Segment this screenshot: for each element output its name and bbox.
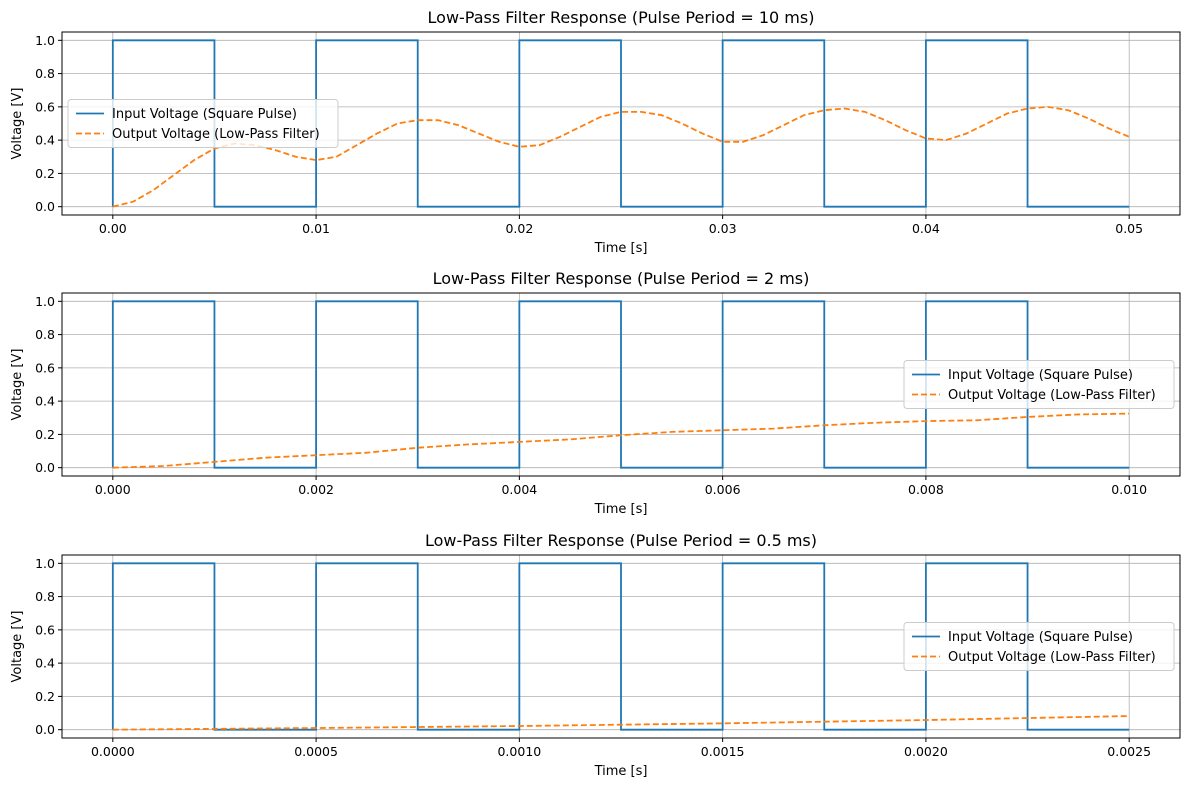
- x-tick-label: 0.00: [99, 221, 127, 236]
- y-tick-label: 1.0: [35, 294, 55, 309]
- legend-output-label: Output Voltage (Low-Pass Filter): [112, 127, 320, 142]
- axes-frame: [61, 554, 1181, 739]
- y-tick-label: 0.6: [35, 622, 55, 637]
- y-tick-label: 0.0: [35, 722, 55, 737]
- y-tick-label: 0.2: [35, 689, 55, 704]
- y-tick-label: 0.6: [35, 360, 55, 375]
- legend: Input Voltage (Square Pulse) Output Volta…: [903, 360, 1175, 409]
- y-tick-label: 0.8: [35, 327, 55, 342]
- legend: Input Voltage (Square Pulse) Output Volta…: [903, 622, 1175, 671]
- legend-output-label: Output Voltage (Low-Pass Filter): [948, 388, 1156, 403]
- y-tick-label: 0.4: [35, 656, 55, 671]
- y-tick-label: 1.0: [35, 556, 55, 571]
- x-tick-label: 0.04: [912, 221, 940, 236]
- y-tick-label: 0.8: [35, 66, 55, 81]
- x-tick-label: 0.006: [705, 482, 741, 497]
- output-voltage-line: [112, 715, 1130, 731]
- chart-title: Low-Pass Filter Response (Pulse Period =…: [433, 269, 810, 288]
- legend-input-label: Input Voltage (Square Pulse): [112, 107, 297, 122]
- y-tick-label: 0.2: [35, 427, 55, 442]
- x-tick-label: 0.010: [1111, 482, 1147, 497]
- input-voltage-line: [111, 300, 1130, 469]
- chart-title: Low-Pass Filter Response (Pulse Period =…: [425, 531, 817, 550]
- legend-input-label: Input Voltage (Square Pulse): [948, 630, 1133, 645]
- y-tick-label: 0.8: [35, 589, 55, 604]
- x-tick-label: 0.0015: [701, 744, 745, 759]
- x-tick-label: 0.0000: [91, 744, 135, 759]
- x-tick-label: 0.05: [1115, 221, 1143, 236]
- input-voltage-line: [111, 562, 1130, 731]
- y-tick-label: 0.4: [35, 133, 55, 148]
- y-axis-label: Voltage [V]: [10, 611, 25, 683]
- chart-panel-2: Low-Pass Filter Response (Pulse Period =…: [10, 269, 1181, 517]
- output-voltage-line: [112, 105, 1130, 208]
- output-voltage-line: [112, 412, 1130, 469]
- y-tick-label: 0.4: [35, 394, 55, 409]
- chart-panel-3: Low-Pass Filter Response (Pulse Period =…: [10, 531, 1181, 779]
- x-axis-label: Time [s]: [594, 502, 648, 517]
- legend-box: [903, 360, 1175, 409]
- x-axis-label: Time [s]: [594, 764, 648, 779]
- x-tick-label: 0.002: [298, 482, 334, 497]
- x-tick-label: 0.0025: [1107, 744, 1151, 759]
- x-tick-label: 0.0010: [497, 744, 541, 759]
- legend-box: [903, 622, 1175, 671]
- x-tick-label: 0.004: [501, 482, 537, 497]
- x-tick-label: 0.000: [95, 482, 131, 497]
- x-tick-label: 0.02: [505, 221, 533, 236]
- legend-input-label: Input Voltage (Square Pulse): [948, 368, 1133, 383]
- axes-frame: [61, 292, 1181, 477]
- y-tick-label: 0.0: [35, 460, 55, 475]
- legend: Input Voltage (Square Pulse) Output Volta…: [67, 99, 339, 148]
- x-tick-label: 0.01: [302, 221, 330, 236]
- legend-output-label: Output Voltage (Low-Pass Filter): [948, 650, 1156, 665]
- legend-box: [67, 99, 339, 148]
- x-tick-label: 0.008: [908, 482, 944, 497]
- x-axis-label: Time [s]: [594, 241, 648, 256]
- y-tick-label: 0.0: [35, 199, 55, 214]
- axes-frame: [61, 31, 1181, 216]
- x-tick-label: 0.0005: [294, 744, 338, 759]
- chart-title: Low-Pass Filter Response (Pulse Period =…: [428, 8, 815, 27]
- x-tick-label: 0.03: [709, 221, 737, 236]
- y-tick-label: 0.6: [35, 99, 55, 114]
- x-tick-label: 0.0020: [904, 744, 948, 759]
- y-tick-label: 0.2: [35, 166, 55, 181]
- y-axis-label: Voltage [V]: [10, 349, 25, 421]
- y-axis-label: Voltage [V]: [10, 88, 25, 160]
- y-tick-label: 1.0: [35, 33, 55, 48]
- input-voltage-line: [111, 39, 1130, 208]
- chart-panel-1: Low-Pass Filter Response (Pulse Period =…: [10, 8, 1181, 256]
